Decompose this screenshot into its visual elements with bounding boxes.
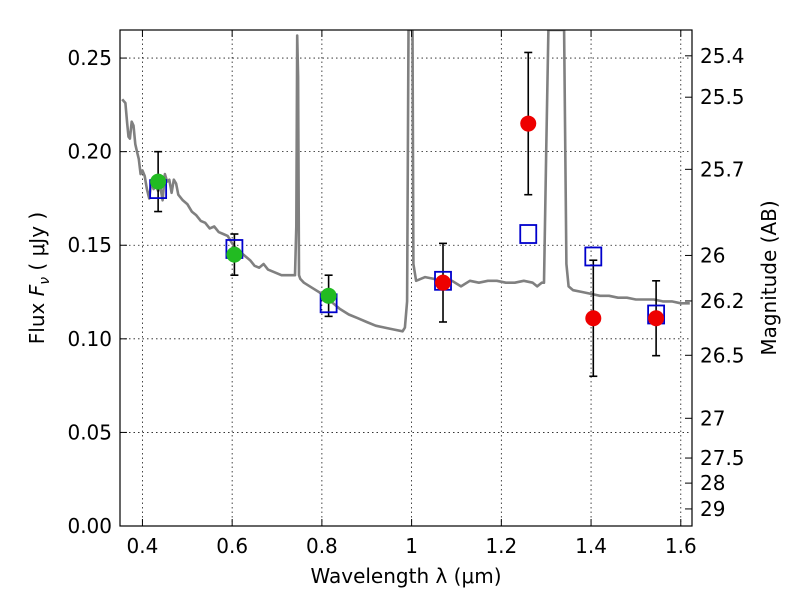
y-tick-label: 0.20 [67,140,112,164]
y-axis-title-subscript: ν [37,277,53,285]
nir-data-point [435,274,452,291]
y-tick-label: 0.00 [67,514,112,538]
right-tick-label: 25.5 [700,85,745,109]
x-tick-label: 1 [405,534,418,558]
nir-data-point [585,310,602,327]
data-markers [149,51,666,378]
optical-data-point [320,287,337,304]
x-tick-label: 1.6 [665,534,697,558]
x-tick-label: 0.4 [127,534,159,558]
x-tick-label: 0.6 [216,534,248,558]
y-axis-title-unit: ( μJy ) [25,212,49,277]
right-tick-label: 29 [700,497,725,521]
y-tick-label: 0.05 [67,420,112,444]
axis-ticks [120,30,692,527]
model-flux-square [584,246,603,267]
y-tick-label: 0.25 [67,46,112,70]
x-axis-title: Wavelength λ (μm) [310,564,501,588]
x-tick-label: 1.4 [575,534,607,558]
right-tick-label: 27.5 [700,446,745,470]
right-tick-label: 26 [700,243,725,267]
plot-frame [119,29,693,527]
nir-data-point [520,115,537,132]
y-tick-label: 0.15 [67,233,112,257]
tick-labels: 0.4 0.6 0.8 1 1.2 1.4 1.6 0.00 0.05 0.10 0.15 0.20 0… [67,44,744,558]
right-tick-label: 28 [700,471,725,495]
y-tick-label: 0.10 [67,327,112,351]
right-tick-label: 25.7 [700,157,745,181]
y-axis-title: Flux Fν ( μJy ) [25,212,53,344]
model-flux-square [519,224,538,244]
right-axis-title: Magnitude (AB) [757,200,781,355]
optical-data-point [150,173,167,190]
right-tick-label: 26.5 [700,343,745,367]
nir-data-point [648,310,665,327]
right-tick-label: 27 [700,406,725,430]
right-tick-label: 25.4 [700,44,745,68]
x-tick-label: 1.2 [485,534,517,558]
optical-data-point [226,246,243,263]
y-axis-title-prefix: Flux [25,296,49,344]
y-axis-title-symbol: F [25,284,49,296]
right-tick-label: 26.2 [700,289,745,313]
x-tick-label: 0.8 [306,534,338,558]
